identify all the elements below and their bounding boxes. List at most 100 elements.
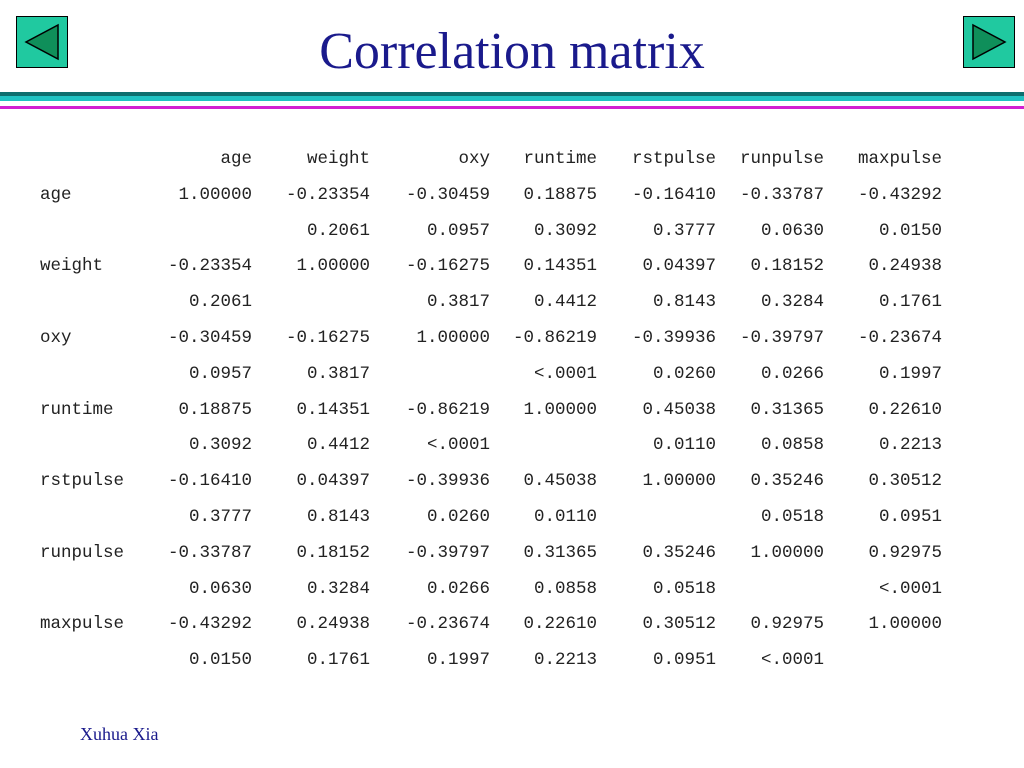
matrix-cell: 0.2213 bbox=[878, 435, 942, 456]
previous-slide-button[interactable] bbox=[16, 16, 68, 68]
matrix-cell: 0.3777 bbox=[652, 220, 716, 241]
row-label: runtime bbox=[40, 399, 114, 420]
matrix-cell: -0.16410 bbox=[167, 471, 252, 492]
matrix-cell: 0.0951 bbox=[652, 650, 716, 671]
slide-title: Correlation matrix bbox=[319, 23, 705, 80]
matrix-cell: <.0001 bbox=[426, 435, 490, 456]
matrix-cell: 0.18152 bbox=[750, 256, 824, 277]
row-label: maxpulse bbox=[40, 614, 125, 635]
matrix-cell: <.0001 bbox=[533, 363, 597, 384]
matrix-cell: 0.3817 bbox=[306, 363, 370, 384]
matrix-cell: 0.3777 bbox=[188, 506, 252, 527]
matrix-cell: 0.3817 bbox=[426, 292, 490, 313]
matrix-cell: 0.04397 bbox=[296, 471, 370, 492]
column-header: runtime bbox=[523, 149, 597, 169]
matrix-cell: 0.0266 bbox=[426, 578, 490, 599]
matrix-cell: 0.1997 bbox=[426, 650, 490, 671]
matrix-cell: 0.3092 bbox=[188, 435, 252, 456]
matrix-cell: 0.1761 bbox=[306, 650, 370, 671]
matrix-cell: -0.23354 bbox=[167, 256, 252, 277]
slide-footer-author: Xuhua Xia bbox=[80, 724, 159, 744]
matrix-cell: -0.23354 bbox=[285, 184, 370, 205]
matrix-cell: 0.2061 bbox=[306, 220, 370, 241]
matrix-cell: 0.0957 bbox=[188, 363, 252, 384]
row-label: age bbox=[40, 184, 72, 205]
matrix-cell: -0.33787 bbox=[167, 542, 252, 563]
matrix-cell: 1.00000 bbox=[523, 399, 597, 420]
matrix-cell: 0.18152 bbox=[296, 542, 370, 563]
matrix-cell: 0.0260 bbox=[652, 363, 716, 384]
matrix-cell: 0.0150 bbox=[878, 220, 942, 241]
next-slide-button[interactable] bbox=[963, 16, 1015, 68]
matrix-cell: 0.22610 bbox=[868, 399, 942, 420]
matrix-cell: 0.0951 bbox=[878, 506, 942, 527]
matrix-cell: 0.3284 bbox=[760, 292, 824, 313]
matrix-cell: 0.31365 bbox=[750, 399, 824, 420]
matrix-cell: 0.24938 bbox=[296, 614, 370, 635]
matrix-cell: 0.35246 bbox=[642, 542, 716, 563]
matrix-cell: 0.3092 bbox=[533, 220, 597, 241]
matrix-cell: -0.16275 bbox=[405, 256, 490, 277]
matrix-cell: <.0001 bbox=[760, 650, 824, 671]
matrix-cell: 1.00000 bbox=[178, 184, 252, 205]
matrix-cell: 0.3284 bbox=[306, 578, 370, 599]
matrix-cell: -0.39797 bbox=[739, 327, 824, 348]
row-label: runpulse bbox=[40, 542, 125, 563]
matrix-cell: 0.92975 bbox=[868, 542, 942, 563]
matrix-cell: 0.0518 bbox=[760, 506, 824, 527]
matrix-cell: -0.30459 bbox=[405, 184, 490, 205]
matrix-cell: 0.4412 bbox=[306, 435, 370, 456]
matrix-cell: 0.4412 bbox=[533, 292, 597, 313]
matrix-cell: 0.0110 bbox=[652, 435, 716, 456]
row-label: rstpulse bbox=[40, 471, 125, 492]
triangle-left-icon bbox=[24, 23, 59, 61]
matrix-cell: -0.16275 bbox=[285, 327, 370, 348]
matrix-cell: -0.43292 bbox=[857, 184, 942, 205]
matrix-cell: 0.2213 bbox=[533, 650, 597, 671]
matrix-cell: 0.22610 bbox=[523, 614, 597, 635]
triangle-right-icon bbox=[972, 23, 1007, 61]
column-header: oxy bbox=[458, 149, 490, 169]
column-header: maxpulse bbox=[857, 149, 942, 169]
matrix-cell: 0.0630 bbox=[760, 220, 824, 241]
matrix-cell: -0.30459 bbox=[167, 327, 252, 348]
matrix-cell: 1.00000 bbox=[642, 471, 716, 492]
matrix-cell: 0.04397 bbox=[642, 256, 716, 277]
matrix-cell: 0.35246 bbox=[750, 471, 824, 492]
matrix-cell: 0.92975 bbox=[750, 614, 824, 635]
matrix-cell: -0.33787 bbox=[739, 184, 824, 205]
matrix-cell: 0.18875 bbox=[178, 399, 252, 420]
matrix-cell: 0.0630 bbox=[188, 578, 252, 599]
matrix-cell: 0.0150 bbox=[188, 650, 252, 671]
matrix-cell: 0.18875 bbox=[523, 184, 597, 205]
matrix-cell: 0.14351 bbox=[296, 399, 370, 420]
matrix-cell: 0.0858 bbox=[760, 435, 824, 456]
column-header: age bbox=[220, 149, 252, 169]
row-label: oxy bbox=[40, 327, 72, 348]
matrix-cell: -0.39936 bbox=[631, 327, 716, 348]
matrix-cell: 0.0858 bbox=[533, 578, 597, 599]
column-header: weight bbox=[306, 149, 370, 169]
matrix-cell: -0.86219 bbox=[405, 399, 490, 420]
matrix-cell: 0.0260 bbox=[426, 506, 490, 527]
matrix-cell: 1.00000 bbox=[416, 327, 490, 348]
matrix-cell: -0.23674 bbox=[857, 327, 942, 348]
column-header: rstpulse bbox=[631, 149, 716, 169]
matrix-cell: 0.1997 bbox=[878, 363, 942, 384]
matrix-cell: -0.43292 bbox=[167, 614, 252, 635]
matrix-cell: 0.31365 bbox=[523, 542, 597, 563]
matrix-cell: 0.8143 bbox=[306, 506, 370, 527]
row-label: weight bbox=[40, 256, 104, 277]
matrix-cell: 0.30512 bbox=[868, 471, 942, 492]
matrix-cell: 1.00000 bbox=[868, 614, 942, 635]
matrix-cell: -0.23674 bbox=[405, 614, 490, 635]
matrix-cell: 1.00000 bbox=[296, 256, 370, 277]
matrix-cell: 0.0518 bbox=[652, 578, 716, 599]
title-divider bbox=[0, 92, 1024, 109]
matrix-cell: -0.16410 bbox=[631, 184, 716, 205]
matrix-cell: 0.0266 bbox=[760, 363, 824, 384]
matrix-cell: 0.0110 bbox=[533, 506, 597, 527]
matrix-cell: 1.00000 bbox=[750, 542, 824, 563]
matrix-cell: 0.45038 bbox=[523, 471, 597, 492]
matrix-cell: <.0001 bbox=[878, 578, 942, 599]
